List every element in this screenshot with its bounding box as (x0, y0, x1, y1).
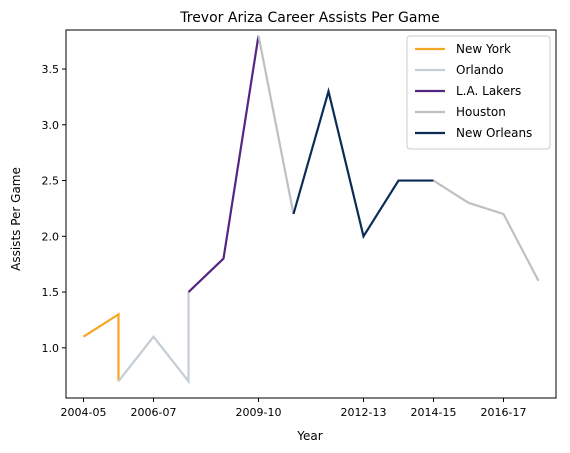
series-line-l-a-lakers (187, 35, 260, 293)
y-tick-label: 2.5 (42, 175, 60, 188)
legend-label: Orlando (456, 63, 504, 77)
legend: New York Orlando L.A. Lakers Houston New Orl… (406, 35, 551, 150)
legend-box (406, 35, 551, 150)
y-tick-label: 3.5 (42, 63, 60, 76)
y-tick-label: 3.0 (42, 119, 60, 132)
x-tick-label: 2006-07 (131, 406, 177, 419)
y-tick-label: 1.5 (42, 286, 60, 299)
plot-frame (65, 29, 557, 399)
x-tick-label: 2016-17 (481, 406, 527, 419)
x-tick-label: 2009-10 (236, 406, 282, 419)
x-tick-label: 2014-15 (411, 406, 457, 419)
plot-area (82, 35, 540, 385)
chart-title: Trevor Ariza Career Assists Per Game (179, 10, 439, 26)
legend-label: Houston (456, 105, 506, 119)
y-tick-label: 1.0 (42, 342, 60, 355)
y-axis-label: Assists Per Game (9, 167, 23, 271)
legend-label: L.A. Lakers (456, 84, 521, 98)
series-line-segment-5 (432, 179, 540, 282)
series-line-houston (257, 35, 295, 215)
y-tick-label: 2.0 (42, 230, 60, 243)
series-line-new-orleans (292, 87, 434, 240)
x-tick-label: 2012-13 (341, 406, 387, 419)
series-line-orlando (117, 292, 190, 385)
legend-label: New York (456, 42, 511, 56)
legend-label: New Orleans (456, 126, 532, 140)
x-axis-label: Year (296, 429, 322, 443)
x-tick-label: 2004-05 (61, 406, 107, 419)
series-line-new-york (82, 312, 120, 382)
